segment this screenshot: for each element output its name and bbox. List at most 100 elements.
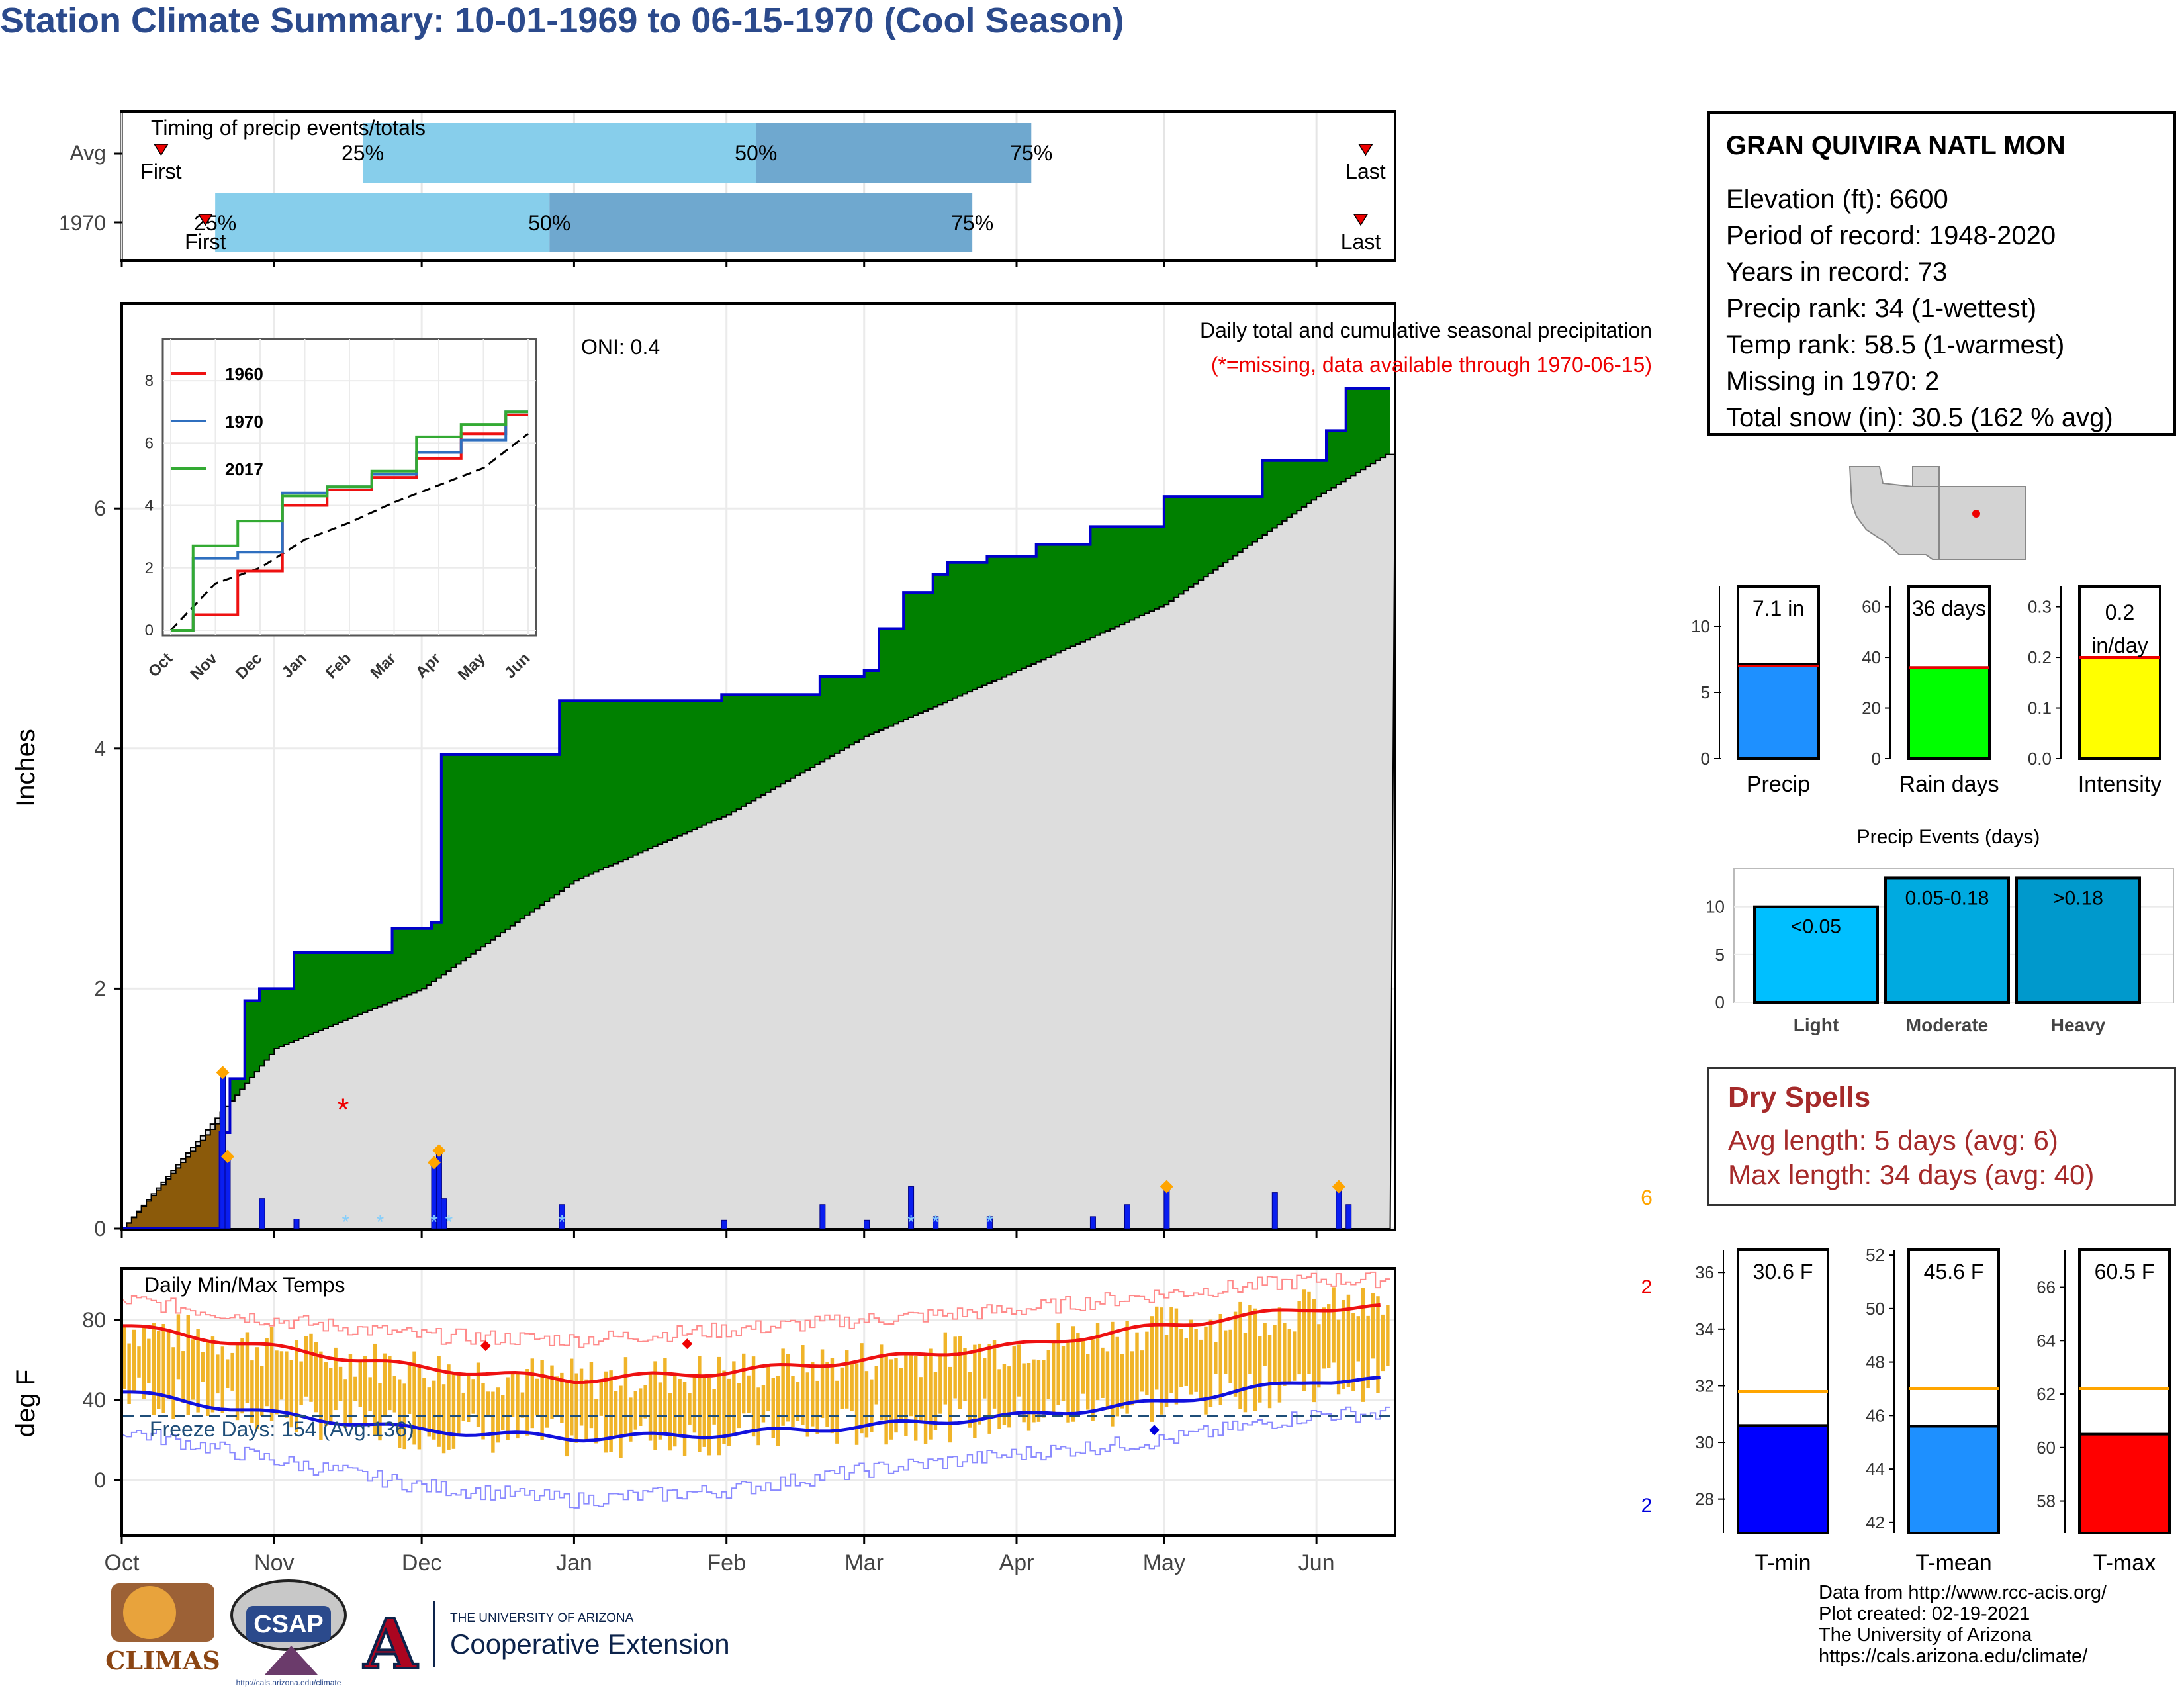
daily-temp-bar bbox=[1228, 1329, 1232, 1383]
daily-temp-bar bbox=[1125, 1321, 1129, 1414]
daily-temp-bar bbox=[1346, 1294, 1351, 1387]
daily-temp-bar bbox=[1091, 1339, 1095, 1421]
daily-temp-bar bbox=[269, 1327, 274, 1421]
daily-temp-bar bbox=[929, 1348, 933, 1440]
temp-panel: 0 40 80 deg F Daily Min/Max Temps Freeze D… bbox=[11, 1267, 1653, 1537]
logos: CLIMAS CSAP http://cals.arizona.edu/clim… bbox=[105, 1579, 730, 1687]
timing-row-avg-label: Avg bbox=[69, 141, 106, 165]
daily-temp-bar bbox=[673, 1375, 677, 1447]
timing-last-marker bbox=[1353, 214, 1369, 226]
daily-temp-bar bbox=[1017, 1344, 1021, 1397]
daily-temp-bar bbox=[633, 1391, 637, 1430]
daily-temp-bar bbox=[643, 1385, 647, 1419]
daily-temp-bar bbox=[992, 1340, 997, 1409]
daily-temp-bar bbox=[1194, 1329, 1198, 1392]
mini-bar-value-label: 36 days bbox=[1912, 596, 1986, 620]
daily-temp-bar bbox=[1233, 1311, 1238, 1397]
daily-temp-bar bbox=[1032, 1359, 1036, 1423]
record-min-line bbox=[121, 1406, 1390, 1509]
daily-temp-bar bbox=[471, 1379, 475, 1414]
daily-temp-bar bbox=[781, 1348, 785, 1426]
daily-temp-bar bbox=[432, 1380, 436, 1440]
daily-temp-bar bbox=[1150, 1316, 1154, 1422]
mini-bar-ytick-label: 0.0 bbox=[2028, 749, 2052, 769]
daily-temp-bar bbox=[1277, 1307, 1282, 1403]
daily-temp-bar bbox=[668, 1393, 672, 1451]
mini-bar-label: Precip bbox=[1747, 772, 1810, 797]
daily-temp-bar bbox=[161, 1323, 165, 1413]
ua-logo: A THE UNIVERSITY OF ARIZONA Cooperative … bbox=[362, 1601, 730, 1686]
daily-temp-bar bbox=[260, 1366, 264, 1416]
daily-temp-bar bbox=[1351, 1313, 1355, 1391]
daily-temp-bar bbox=[245, 1332, 250, 1403]
daily-temp-bar bbox=[1366, 1315, 1370, 1389]
daily-temp-bar bbox=[550, 1365, 554, 1419]
daily-temp-bar bbox=[530, 1358, 534, 1429]
daily-temp-bar bbox=[255, 1347, 259, 1430]
daily-temp-bar bbox=[1135, 1332, 1139, 1403]
daily-temp-bar bbox=[1169, 1307, 1173, 1393]
daily-temp-bar bbox=[717, 1356, 721, 1456]
daily-temp-bar bbox=[1066, 1340, 1070, 1423]
mini-bar-ytick-label: 0 bbox=[1872, 749, 1881, 769]
snow-marker: * bbox=[430, 1211, 438, 1233]
daily-temp-bar bbox=[373, 1343, 377, 1436]
events-title: Precip Events (days) bbox=[1857, 826, 2040, 848]
heavy-event-marker bbox=[216, 1066, 230, 1080]
record-day-marker bbox=[480, 1340, 491, 1352]
events-category-label: Heavy bbox=[2051, 1015, 2106, 1035]
precip-panel: * * * * * * * * * 0 2 4 6 Inches ONI: 0.4 Daily tot… bbox=[11, 302, 1653, 1241]
x-month-label: May bbox=[1143, 1550, 1185, 1575]
daily-temp-bar bbox=[1145, 1331, 1149, 1395]
daily-temp-bar bbox=[1208, 1319, 1213, 1407]
daily-temp-bar bbox=[220, 1346, 224, 1413]
daily-temp-bar bbox=[1238, 1301, 1242, 1409]
x-month-label: Jan bbox=[556, 1550, 592, 1575]
temp-bar-value-label: 45.6 F bbox=[1924, 1260, 1984, 1284]
events-category-label: Light bbox=[1794, 1015, 1839, 1035]
daily-precip-bar bbox=[259, 1198, 265, 1229]
x-month-label: Apr bbox=[999, 1550, 1034, 1575]
ua-extension-text: Cooperative Extension bbox=[450, 1628, 730, 1660]
daily-temp-bar bbox=[884, 1356, 888, 1445]
oni-label: ONI: 0.4 bbox=[581, 335, 660, 359]
daily-temp-bar bbox=[171, 1347, 175, 1419]
dry-spells-title: Dry Spells bbox=[1728, 1081, 1871, 1113]
timing-bar-50-75 bbox=[549, 193, 973, 252]
timing-label: Timing of precip events/totals bbox=[151, 116, 426, 140]
daily-temp-bar bbox=[811, 1362, 815, 1427]
daily-temp-bar bbox=[751, 1356, 756, 1437]
events-bar-label: <0.05 bbox=[1791, 916, 1841, 938]
daily-temp-bar bbox=[801, 1345, 805, 1425]
temp-bar-ytick-label: 48 bbox=[1866, 1352, 1885, 1372]
x-month-label: Feb bbox=[707, 1550, 746, 1575]
daily-temp-bar bbox=[250, 1360, 254, 1423]
daily-temp-bar bbox=[334, 1347, 338, 1411]
daily-temp-bar bbox=[383, 1353, 387, 1417]
temp-min-count: 2 bbox=[1641, 1495, 1653, 1517]
inset-ytick-label: 0 bbox=[145, 622, 154, 639]
inset-ytick-label: 6 bbox=[145, 434, 154, 452]
daily-precip-bar bbox=[1124, 1204, 1130, 1229]
credit-plot-date: Plot created: 02-19-2021 bbox=[1819, 1603, 2030, 1624]
daily-temp-bar bbox=[688, 1393, 692, 1425]
daily-precip-bar bbox=[819, 1204, 826, 1229]
daily-temp-bar bbox=[805, 1372, 809, 1437]
temp-bar-T-max bbox=[2078, 1432, 2171, 1534]
daily-temp-bar bbox=[422, 1378, 426, 1431]
daily-temp-bar bbox=[565, 1382, 569, 1457]
temp-bar-ytick-label: 60 bbox=[2036, 1438, 2056, 1458]
mini-bar-ytick-label: 0.2 bbox=[2028, 647, 2052, 667]
daily-temp-bar bbox=[461, 1392, 465, 1421]
climas-logo-text: CLIMAS bbox=[105, 1646, 220, 1675]
dry-spells-box: Dry Spells Avg length: 5 days (avg: 6) M… bbox=[1707, 1067, 2176, 1206]
csap-logo-text: CSAP bbox=[253, 1611, 324, 1638]
daily-temp-bar bbox=[392, 1376, 396, 1413]
average-max-line bbox=[121, 1303, 1381, 1385]
timing-p25-label: 25% bbox=[341, 141, 384, 165]
daily-temp-bar bbox=[732, 1361, 736, 1434]
daily-temp-bar bbox=[407, 1364, 412, 1414]
station-snow: Total snow (in): 30.5 (162 % avg) bbox=[1726, 403, 2113, 432]
daily-temp-bar bbox=[614, 1391, 618, 1436]
station-temp-rank: Temp rank: 58.5 (1-warmest) bbox=[1726, 330, 2065, 359]
